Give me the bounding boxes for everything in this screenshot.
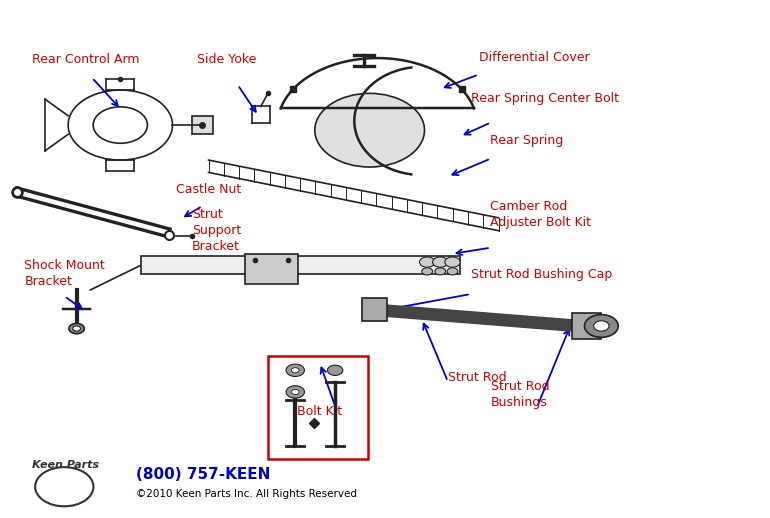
Circle shape: [327, 365, 343, 376]
Text: Side Yoke: Side Yoke: [197, 53, 256, 66]
Text: ©2010 Keen Parts Inc. All Rights Reserved: ©2010 Keen Parts Inc. All Rights Reserve…: [136, 488, 357, 499]
Circle shape: [286, 386, 304, 398]
Polygon shape: [141, 256, 460, 274]
Circle shape: [584, 314, 618, 337]
Circle shape: [72, 326, 80, 331]
Text: Rear Spring Center Bolt: Rear Spring Center Bolt: [471, 93, 619, 106]
Circle shape: [291, 368, 299, 373]
Text: Strut
Support
Bracket: Strut Support Bracket: [192, 208, 241, 253]
Text: (800) 757-KEEN: (800) 757-KEEN: [136, 467, 270, 482]
Circle shape: [435, 268, 446, 275]
Polygon shape: [371, 304, 578, 332]
Bar: [572, 312, 601, 339]
Text: Strut Rod: Strut Rod: [448, 371, 507, 384]
Circle shape: [315, 93, 424, 167]
Text: Rear Spring: Rear Spring: [490, 134, 564, 147]
Circle shape: [447, 268, 458, 275]
Circle shape: [69, 323, 84, 334]
Text: Keen Parts: Keen Parts: [32, 460, 99, 470]
Polygon shape: [209, 160, 498, 231]
Circle shape: [420, 257, 435, 267]
Circle shape: [445, 257, 460, 267]
Bar: [269, 356, 368, 459]
Bar: [362, 298, 387, 321]
Circle shape: [291, 390, 299, 395]
Circle shape: [422, 268, 433, 275]
Text: Rear Control Arm: Rear Control Arm: [32, 53, 139, 66]
Text: Differential Cover: Differential Cover: [479, 51, 589, 64]
Text: Bolt Kit: Bolt Kit: [297, 405, 343, 418]
Bar: [246, 254, 297, 284]
Text: Camber Rod
Adjuster Bolt Kit: Camber Rod Adjuster Bolt Kit: [490, 200, 591, 229]
Circle shape: [594, 321, 609, 331]
Text: Strut Rod Bushing Cap: Strut Rod Bushing Cap: [471, 268, 612, 281]
Circle shape: [433, 257, 448, 267]
Text: Shock Mount
Bracket: Shock Mount Bracket: [25, 260, 105, 289]
Text: Castle Nut: Castle Nut: [176, 183, 242, 196]
Circle shape: [286, 364, 304, 377]
Bar: [192, 116, 213, 134]
Text: Strut Rod
Bushings: Strut Rod Bushings: [491, 380, 550, 409]
